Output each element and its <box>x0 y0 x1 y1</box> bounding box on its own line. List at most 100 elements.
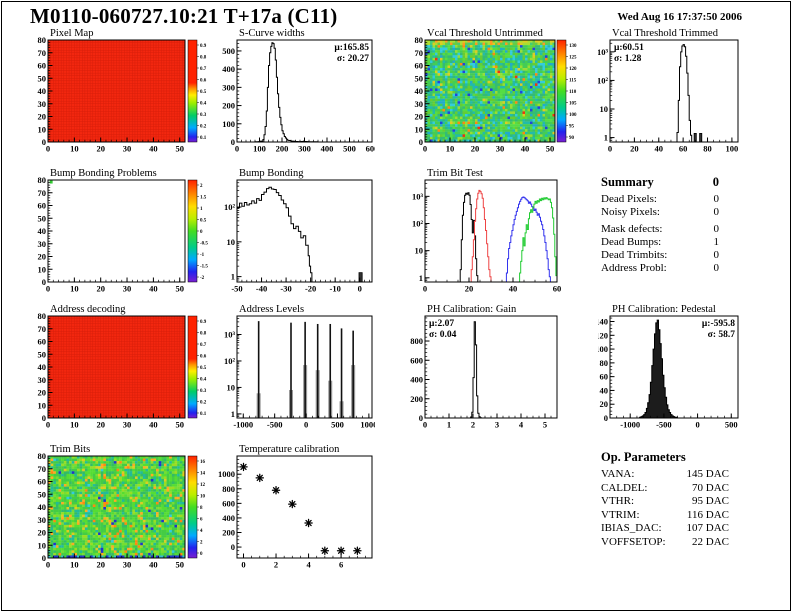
svg-text:80: 80 <box>703 144 712 154</box>
summary-heading-label: Summary <box>601 175 654 189</box>
svg-text:10³: 10³ <box>224 329 236 339</box>
op-parameter-row: VTHR: 95 DAC <box>601 495 729 509</box>
svg-text:50: 50 <box>175 420 184 430</box>
op-parameter-label: IBIAS_DAC: <box>601 522 662 534</box>
summary-row: Dead Bumps: 1 <box>601 236 719 249</box>
svg-text:Vcal Threshold Trimmed: Vcal Threshold Trimmed <box>612 28 719 39</box>
temperature-calibration-plot: 0 2 4 6 0 200 400 600 800 1000 Temperature calibra… <box>210 438 375 576</box>
op-parameter-value: 95 DAC <box>692 495 729 507</box>
svg-text:140: 140 <box>598 317 608 327</box>
svg-text:115: 115 <box>569 78 577 83</box>
svg-text:60: 60 <box>38 201 47 211</box>
svg-text:10: 10 <box>70 420 79 430</box>
op-parameter-row: CALDEL: 70 DAC <box>601 482 729 496</box>
summary-label: Noisy Pixels: <box>601 206 660 218</box>
svg-text:-40: -40 <box>256 284 267 294</box>
svg-text:70: 70 <box>38 324 47 334</box>
svg-text:10²: 10² <box>598 75 608 85</box>
svg-text:200: 200 <box>410 394 423 404</box>
ph-calibration-gain-plot: 0 1 2 3 4 5 0 200 400 600 800 μ:2.07 σ: 0.04 PH Calib… <box>398 298 583 436</box>
svg-text:60: 60 <box>38 61 47 71</box>
svg-text:200: 200 <box>276 144 289 154</box>
svg-text:500: 500 <box>331 420 344 430</box>
svg-text:0: 0 <box>419 413 423 423</box>
svg-text:1.5: 1.5 <box>200 195 207 200</box>
svg-text:10³: 10³ <box>598 47 608 57</box>
svg-text:Trim Bit Test: Trim Bit Test <box>427 168 483 179</box>
op-parameter-label: VTHR: <box>601 495 634 507</box>
svg-text:10: 10 <box>38 400 47 410</box>
svg-text:2: 2 <box>471 420 475 430</box>
vcal-threshold-untrimmed-plot: 0 10 20 30 40 50 0 10 20 30 40 50 60 70 80 130 125 120 115… <box>398 22 583 160</box>
svg-text:80: 80 <box>415 35 424 45</box>
ph-calibration-pedestal-chart: -1000 -500 0 500 0 20 40 60 80 100 120 140 μ:-595.8σ… <box>598 304 739 430</box>
svg-text:400: 400 <box>321 144 334 154</box>
svg-text:2: 2 <box>200 184 203 189</box>
address-levels-chart: -1000 -500 0 500 1000 1 10 10² 10³ Address Levels <box>224 304 375 430</box>
svg-text:0: 0 <box>46 144 50 154</box>
svg-text:1: 1 <box>200 207 203 212</box>
svg-text:Pixel Map: Pixel Map <box>50 28 93 39</box>
svg-text:120: 120 <box>598 330 608 340</box>
op-parameters-rows: VANA: 145 DAC CALDEL: 70 DAC VTHR: 95 DAC VTRI… <box>601 468 729 549</box>
svg-text:μ:2.07: μ:2.07 <box>429 319 454 329</box>
svg-text:0.8: 0.8 <box>200 55 207 60</box>
svg-text:0: 0 <box>423 420 427 430</box>
svg-text:10: 10 <box>415 246 424 256</box>
svg-text:50: 50 <box>175 144 184 154</box>
summary-row: Address Probl: 0 <box>601 262 719 275</box>
trim-bits-plot: 0 10 20 30 40 50 0 10 20 30 40 50 60 70 80 16 14 12 10 8 6 4 2… <box>28 438 213 576</box>
svg-text:200: 200 <box>222 101 235 111</box>
svg-text:5: 5 <box>543 420 547 430</box>
svg-text:0: 0 <box>46 420 50 430</box>
svg-text:-500: -500 <box>656 420 672 430</box>
svg-text:20: 20 <box>96 144 105 154</box>
svg-text:30: 30 <box>123 284 131 294</box>
svg-text:20: 20 <box>630 144 639 154</box>
svg-text:μ:165.85: μ:165.85 <box>334 43 369 53</box>
svg-text:PH Calibration: Pedestal: PH Calibration: Pedestal <box>612 304 716 315</box>
svg-text:90: 90 <box>569 136 575 141</box>
svg-text:0.3: 0.3 <box>200 389 207 394</box>
svg-text:110: 110 <box>569 90 577 95</box>
op-parameter-label: VTRIM: <box>601 508 640 521</box>
svg-text:20: 20 <box>600 399 609 409</box>
address-decoding-plot: 0 10 20 30 40 50 0 10 20 30 40 50 60 70 80 0.9 0.8 0.7 0.6… <box>28 298 213 436</box>
svg-text:40: 40 <box>655 144 664 154</box>
s-curve-widths-plot: 0 100 200 300 400 500 600 0 100 200 300 400 500 μ:165… <box>210 22 375 160</box>
summary-value: 0 <box>713 223 720 235</box>
op-parameter-value: 70 DAC <box>692 481 729 494</box>
svg-text:60: 60 <box>679 144 688 154</box>
svg-text:70: 70 <box>415 48 424 58</box>
svg-text:-500: -500 <box>267 420 283 430</box>
svg-text:95: 95 <box>569 124 575 129</box>
bump-bonding-problems-plot: 0 10 20 30 40 50 0 10 20 30 40 50 60 70 80 2 1.5 1 0.5 0 -0.… <box>28 162 213 300</box>
svg-text:10: 10 <box>38 124 47 134</box>
summary-label: Dead Pixels: <box>601 193 657 205</box>
svg-text:40: 40 <box>149 284 158 294</box>
op-parameter-label: VOFFSETOP: <box>601 535 666 548</box>
timestamp: Wed Aug 16 17:37:50 2006 <box>617 11 742 23</box>
svg-text:σ: 0.04: σ: 0.04 <box>429 330 457 340</box>
svg-text:60: 60 <box>600 372 609 382</box>
svg-text:0.4: 0.4 <box>200 377 207 382</box>
svg-text:40: 40 <box>600 385 609 395</box>
pixel-map-plot: 0 10 20 30 40 50 0 10 20 30 40 50 60 70 80 0.9 0.8 0.7 0.6… <box>28 22 213 160</box>
svg-text:300: 300 <box>298 144 311 154</box>
svg-text:σ: 20.27: σ: 20.27 <box>337 54 369 64</box>
svg-text:0.2: 0.2 <box>200 400 207 405</box>
svg-text:0: 0 <box>235 144 239 154</box>
svg-text:0.1: 0.1 <box>200 136 207 141</box>
svg-text:0: 0 <box>42 277 46 287</box>
vcal-threshold-trimmed-plot: 0 20 40 60 80 100 1 10 10² 10³ μ:60.51 σ: 1.28 Vcal … <box>598 22 750 160</box>
svg-text:σ: 58.7: σ: 58.7 <box>708 330 736 340</box>
summary-row: Dead Pixels: 0 <box>601 193 719 206</box>
op-parameter-value: 107 DAC <box>686 522 729 534</box>
summary-label: Address Probl: <box>601 262 667 274</box>
svg-text:Vcal Threshold Untrimmed: Vcal Threshold Untrimmed <box>427 28 544 39</box>
svg-text:1: 1 <box>447 420 451 430</box>
svg-text:-1000: -1000 <box>233 420 253 430</box>
svg-text:-50: -50 <box>231 284 242 294</box>
svg-text:40: 40 <box>38 226 47 236</box>
